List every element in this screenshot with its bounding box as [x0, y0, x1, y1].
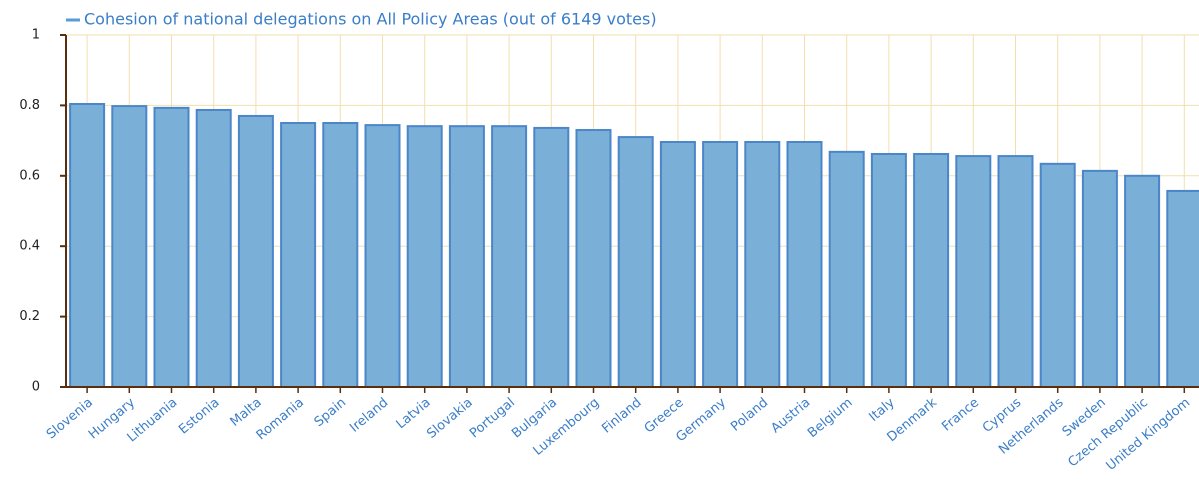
- bar: [870, 152, 907, 388]
- x-tick-label: Finland: [599, 395, 644, 436]
- bar: [913, 152, 950, 388]
- x-tick-label: France: [939, 395, 982, 434]
- bar: [111, 105, 148, 388]
- x-tick-label: Romania: [254, 395, 307, 443]
- bar: [364, 124, 401, 388]
- x-tick-label: Slovenia: [44, 395, 96, 442]
- chart-title: Cohesion of national delegations on All …: [84, 10, 657, 29]
- bar: [533, 126, 570, 388]
- bar: [744, 141, 781, 388]
- bar: [195, 108, 232, 388]
- x-tick-label: Portugal: [467, 395, 518, 441]
- bar: [448, 125, 485, 388]
- bar: [280, 122, 317, 388]
- bar: [322, 122, 359, 388]
- bar: [1081, 169, 1118, 388]
- bar: [828, 150, 865, 388]
- bar: [1039, 162, 1076, 388]
- x-tick-label: Slovakia: [424, 395, 475, 442]
- bar: [406, 125, 443, 388]
- x-tick-label: Estonia: [176, 395, 222, 437]
- y-tick-label: 0.4: [19, 239, 40, 254]
- y-tick-label: 1: [32, 28, 40, 43]
- y-tick-label: 0.2: [19, 309, 40, 324]
- bar: [69, 102, 106, 388]
- x-tick-label: Belgium: [805, 395, 855, 441]
- y-tick-label: 0.6: [19, 168, 40, 183]
- x-tick-label: Malta: [228, 395, 265, 430]
- bar: [1166, 189, 1199, 388]
- bar: [659, 141, 696, 388]
- bar: [1124, 174, 1161, 388]
- bar: [237, 114, 274, 389]
- x-tick-label: Ireland: [347, 395, 391, 435]
- y-tick-label: 0: [32, 380, 40, 395]
- bar: [153, 106, 190, 388]
- bar: [617, 136, 654, 388]
- y-tick-label: 0.8: [19, 98, 40, 113]
- x-tick-label: Spain: [312, 395, 349, 430]
- bar: [786, 141, 823, 388]
- bar: [575, 129, 612, 388]
- bar: [955, 155, 992, 388]
- x-tick-label: Italy: [866, 395, 897, 425]
- bar: [997, 155, 1034, 388]
- bar: [491, 125, 528, 388]
- bar: [702, 141, 739, 388]
- x-tick-label: Poland: [728, 395, 771, 434]
